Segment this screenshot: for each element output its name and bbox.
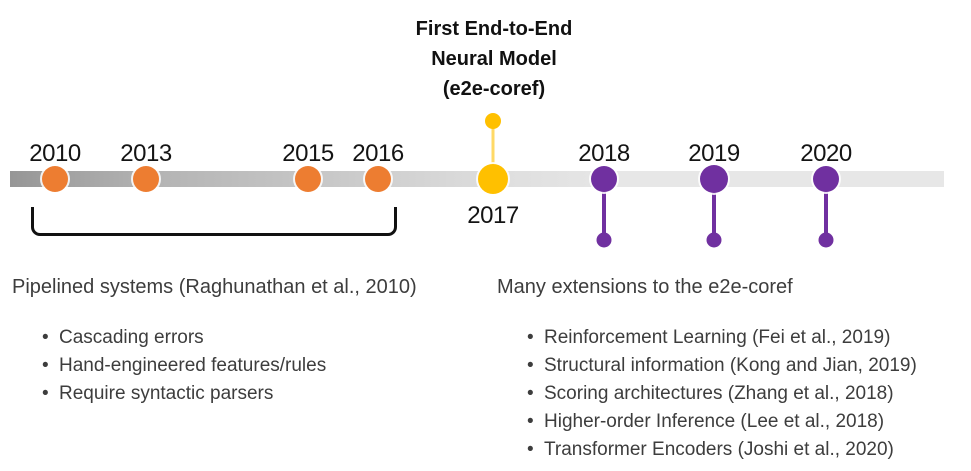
- year-label-2013: 2013: [120, 140, 172, 167]
- stem-2020: [824, 179, 828, 240]
- list-item: Structural information (Kong and Jian, 2…: [527, 352, 967, 380]
- timeline-dot-2013: [133, 166, 159, 192]
- list-item: Transformer Encoders (Joshi et al., 2020…: [527, 436, 967, 464]
- list-item: Cascading errors: [42, 324, 472, 352]
- callout-title: First End-to-End Neural Model (e2e-coref…: [354, 14, 634, 104]
- year-label-2019: 2019: [688, 140, 740, 167]
- year-label-2016: 2016: [352, 140, 404, 167]
- pipelined-systems-panel: Pipelined systems (Raghunathan et al., 2…: [12, 276, 472, 408]
- stem-endpoint-2020: [818, 232, 834, 248]
- extensions-list: Reinforcement Learning (Fei et al., 2019…: [497, 324, 967, 464]
- year-label-2020: 2020: [800, 140, 852, 167]
- extensions-panel: Many extensions to the e2e-coref Reinfor…: [497, 276, 967, 464]
- year-label-2018: 2018: [578, 140, 630, 167]
- timeline-dot-2015: [295, 166, 321, 192]
- list-item: Scoring architectures (Zhang et al., 201…: [527, 380, 967, 408]
- stem-2018: [602, 179, 606, 240]
- timeline-dot-2016: [365, 166, 391, 192]
- timeline-dot-2020: [813, 166, 839, 192]
- pipelined-era-bracket: [31, 207, 397, 236]
- stem-2019: [712, 179, 716, 240]
- callout-title-line3: (e2e-coref): [442, 78, 546, 100]
- pipelined-systems-heading: Pipelined systems (Raghunathan et al., 2…: [12, 276, 417, 298]
- year-label-2010: 2010: [29, 140, 81, 167]
- callout-endpoint-2017: [485, 113, 501, 129]
- stem-endpoint-2019: [706, 232, 722, 248]
- callout-title-line2: Neural Model: [431, 48, 557, 70]
- list-item: Require syntactic parsers: [42, 380, 472, 408]
- year-label-2015: 2015: [282, 140, 334, 167]
- timeline-dot-2010: [42, 166, 68, 192]
- year-label-2017: 2017: [467, 202, 519, 229]
- callout-title-line1: First End-to-End: [415, 18, 573, 40]
- list-item: Reinforcement Learning (Fei et al., 2019…: [527, 324, 967, 352]
- timeline-dot-2017: [478, 164, 508, 194]
- timeline-dot-2019: [700, 165, 728, 193]
- callout-stem-2017: [491, 121, 495, 179]
- timeline-dot-2018: [591, 166, 617, 192]
- pipelined-systems-list: Cascading errors Hand-engineered feature…: [12, 324, 472, 408]
- list-item: Hand-engineered features/rules: [42, 352, 472, 380]
- list-item: Higher-order Inference (Lee et al., 2018…: [527, 408, 967, 436]
- stem-endpoint-2018: [596, 232, 612, 248]
- extensions-heading: Many extensions to the e2e-coref: [497, 276, 793, 298]
